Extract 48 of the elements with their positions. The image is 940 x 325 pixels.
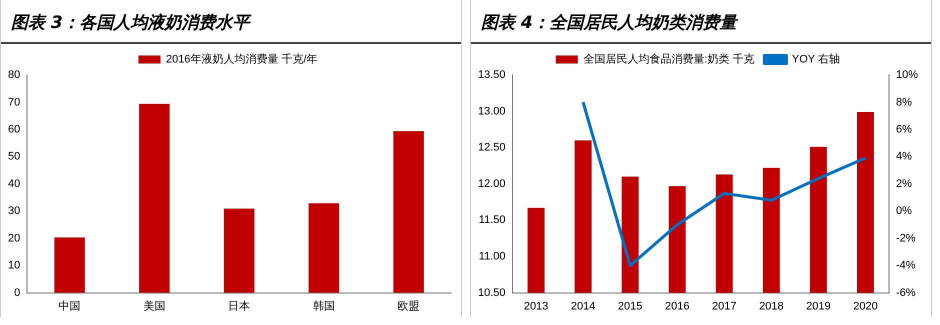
- y-tick-label: 13.50: [478, 69, 506, 82]
- x-tick-label: 2017: [712, 300, 737, 312]
- y-tick-label: 10: [8, 260, 20, 272]
- x-tick-label: 2020: [853, 300, 878, 312]
- bar: [139, 104, 170, 293]
- y-tick-label: 80: [8, 69, 20, 82]
- y-tick-label: 11.00: [478, 250, 506, 263]
- y-tick-label: 12.50: [478, 142, 506, 154]
- y2-tick-label: -2%: [896, 232, 916, 244]
- y2-tick-label: 6%: [896, 123, 912, 136]
- legend-label: 2016年液奶人均消费量 千克/年: [166, 52, 318, 66]
- y2-tick-label: -6%: [896, 286, 916, 299]
- x-tick-label: 日本: [228, 299, 250, 312]
- y2-tick-label: 2%: [896, 178, 912, 190]
- y2-tick-label: -4%: [896, 260, 916, 272]
- y-tick-label: 50: [8, 150, 20, 163]
- x-tick-label: 中国: [58, 299, 81, 312]
- x-tick-label: 2013: [524, 300, 548, 312]
- bar: [308, 203, 340, 293]
- x-tick-label: 2019: [806, 300, 831, 312]
- y2-tick-label: 8%: [896, 96, 912, 108]
- y2-tick-label: 0%: [896, 205, 912, 218]
- y-tick-label: 70: [8, 96, 20, 108]
- chart-title: 图表 3：各国人均液奶消费水平: [1, 0, 461, 44]
- y-tick-label: 13.00: [478, 105, 506, 118]
- y-tick-label: 11.50: [478, 214, 506, 226]
- x-tick-label: 欧盟: [398, 300, 420, 312]
- x-tick-label: 韩国: [312, 299, 335, 312]
- y-tick-label: 0: [14, 286, 20, 299]
- y-tick-label: 10.50: [478, 286, 506, 299]
- bar: [54, 238, 85, 293]
- y2-tick-label: 4%: [896, 150, 912, 163]
- bar: [393, 131, 424, 293]
- bar: [224, 208, 254, 293]
- x-tick-label: 美国: [143, 299, 166, 312]
- legend-label: 全国居民人均食品消费量:奶类 千克: [583, 52, 754, 66]
- y-tick-label: 60: [8, 123, 20, 136]
- y-tick-label: 40: [8, 178, 20, 190]
- chart-title: 图表 4：全国居民人均奶类消费量: [471, 0, 931, 44]
- x-tick-label: 2016: [664, 300, 690, 312]
- y-tick-label: 30: [8, 205, 20, 218]
- x-tick-label: 2014: [570, 300, 596, 312]
- y2-tick-label: 10%: [896, 69, 918, 82]
- x-tick-label: 2018: [759, 300, 784, 312]
- y-tick-label: 12.00: [478, 178, 506, 190]
- y-tick-label: 20: [8, 232, 20, 244]
- x-tick-label: 2015: [618, 300, 642, 312]
- legend-label: YOY 右轴: [792, 52, 840, 66]
